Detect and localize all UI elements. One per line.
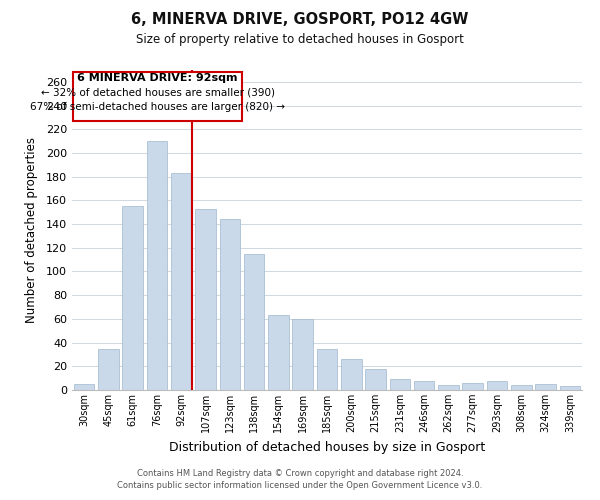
Bar <box>220 220 240 390</box>
Text: ← 32% of detached houses are smaller (390): ← 32% of detached houses are smaller (39… <box>41 88 275 98</box>
X-axis label: Distribution of detached houses by size in Gosport: Distribution of detached houses by size … <box>169 440 485 454</box>
Bar <box>195 208 216 390</box>
Text: 6, MINERVA DRIVE, GOSPORT, PO12 4GW: 6, MINERVA DRIVE, GOSPORT, PO12 4GW <box>131 12 469 28</box>
Bar <box>122 206 143 390</box>
Bar <box>389 380 410 390</box>
Bar <box>463 383 483 390</box>
Y-axis label: Number of detached properties: Number of detached properties <box>25 137 38 323</box>
Bar <box>365 368 386 390</box>
Bar <box>146 141 167 390</box>
Bar <box>535 384 556 390</box>
Bar <box>292 319 313 390</box>
Bar <box>171 173 191 390</box>
Text: 6 MINERVA DRIVE: 92sqm: 6 MINERVA DRIVE: 92sqm <box>77 74 238 84</box>
Bar <box>511 386 532 390</box>
Bar <box>244 254 265 390</box>
Bar <box>317 348 337 390</box>
Bar <box>560 386 580 390</box>
Bar <box>414 380 434 390</box>
Bar <box>438 386 459 390</box>
FancyBboxPatch shape <box>73 72 242 121</box>
Bar <box>341 359 362 390</box>
Bar <box>268 316 289 390</box>
Bar <box>487 380 508 390</box>
Bar <box>98 348 119 390</box>
Text: 67% of semi-detached houses are larger (820) →: 67% of semi-detached houses are larger (… <box>30 102 285 112</box>
Text: Contains public sector information licensed under the Open Government Licence v3: Contains public sector information licen… <box>118 481 482 490</box>
Bar <box>74 384 94 390</box>
Text: Size of property relative to detached houses in Gosport: Size of property relative to detached ho… <box>136 32 464 46</box>
Text: Contains HM Land Registry data © Crown copyright and database right 2024.: Contains HM Land Registry data © Crown c… <box>137 468 463 477</box>
